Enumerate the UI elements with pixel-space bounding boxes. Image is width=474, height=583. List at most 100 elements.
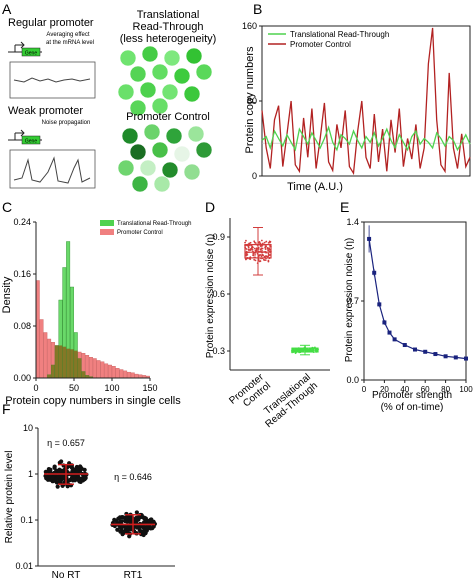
d-jitter-point <box>261 249 263 252</box>
d-jitter-point <box>258 240 261 243</box>
panel-e-noise-curve: Protein expression noise (η) Promoter st… <box>344 217 473 413</box>
promoter-arrow-head-2 <box>15 129 25 137</box>
pc-cell <box>161 161 179 179</box>
panel-label-d: D <box>205 199 215 215</box>
f-y-tick-label: 0.01 <box>15 561 33 571</box>
d-jitter-point <box>255 249 258 252</box>
rt-cell <box>195 63 213 81</box>
b-legend-label: Promoter Control <box>290 40 351 49</box>
regular-promoter-title: Regular promoter <box>8 17 94 29</box>
c-bar-promoter-control <box>47 338 52 379</box>
d-jitter-point <box>254 253 256 256</box>
f-data-point <box>120 524 125 529</box>
f-data-point <box>52 465 57 470</box>
f-y-tick-label: 1 <box>28 469 33 479</box>
b-x-axis-label: Time (A.U.) <box>287 181 343 193</box>
d-jitter-point <box>264 259 267 262</box>
f-data-point <box>134 515 139 520</box>
b-series-line <box>261 27 471 176</box>
rt-title-3: (less heterogeneity) <box>120 33 217 45</box>
d-jitter-point <box>247 245 250 248</box>
c-bar-promoter-control <box>126 371 131 379</box>
c-x-tick-label: 0 <box>33 383 38 393</box>
f-data-point <box>56 474 61 479</box>
d-jitter-point <box>259 244 262 247</box>
panel-b-time-series: Protein copy numbers Time (A.U.) 080160 … <box>242 21 471 193</box>
e-data-point <box>382 320 387 325</box>
c-bar-promoter-control <box>119 369 124 379</box>
d-jitter-point <box>253 247 256 250</box>
f-data-point <box>121 515 126 520</box>
f-data-point <box>115 527 120 532</box>
rt-cell <box>161 83 179 101</box>
f-data-point <box>149 517 154 522</box>
c-bar-overlap <box>58 345 63 378</box>
c-bar-promoter-control <box>111 366 116 379</box>
c-x-tick-label: 150 <box>142 383 157 393</box>
d-jitter-point <box>263 259 266 262</box>
pc-cell <box>139 159 157 177</box>
e-data-point <box>443 354 448 359</box>
pc-cell <box>143 123 161 141</box>
f-x-tick-label: No RT <box>52 570 81 578</box>
c-x-axis-label: Protein copy numbers in single cells <box>5 395 181 407</box>
c-legend: Translational Read-Through Promoter Contr… <box>100 220 191 236</box>
f-data-point <box>118 529 123 534</box>
d-jitter-point <box>294 352 297 355</box>
f-data-point <box>57 460 62 465</box>
d-jitter-point <box>267 259 270 262</box>
e-x-tick-label: 100 <box>459 385 473 394</box>
b-series-line <box>261 125 471 152</box>
gene-label-1: Gene <box>25 51 37 57</box>
c-bar-overlap <box>55 345 59 378</box>
f-data-point <box>142 515 147 520</box>
b-y-tick-label: 0 <box>252 171 257 181</box>
c-bar-overlap <box>70 349 74 378</box>
f-data-point <box>72 474 77 479</box>
regular-trace <box>13 77 91 83</box>
pc-cell <box>195 141 213 159</box>
f-y-tick-label: 10 <box>23 423 33 433</box>
f-data-point <box>65 484 70 489</box>
e-y-axis-label: Protein expression noise (η) <box>344 238 355 363</box>
d-jitter-point <box>264 246 267 249</box>
d-jitter-point <box>260 239 263 242</box>
c-bar-promoter-control <box>123 370 128 379</box>
gene-box-1 <box>21 47 41 57</box>
f-annotation-rt1: η = 0.646 <box>114 472 152 482</box>
panel-label-a: A <box>2 1 12 17</box>
rt-cell <box>129 99 147 117</box>
d-jitter-point <box>252 254 255 257</box>
panel-label-f: F <box>2 401 11 417</box>
b-y-axis-label: Protein copy numbers <box>244 46 256 153</box>
pc-cell <box>151 141 169 159</box>
c-bar-promoter-control <box>107 364 112 379</box>
e-x-tick-label: 20 <box>380 385 389 394</box>
f-data-point <box>58 478 63 483</box>
c-bar-promoter-control <box>43 332 48 379</box>
e-x-axis-label-2: (% of on-time) <box>381 402 444 413</box>
regular-trace-box <box>9 61 96 99</box>
d-jitter-point <box>244 241 246 244</box>
pc-cell <box>117 159 135 177</box>
promoter-arrow-head-1 <box>15 41 25 49</box>
c-bar-promoter-control <box>39 319 44 379</box>
d-jitter-point <box>268 247 271 250</box>
d-jitter-point <box>259 253 261 256</box>
e-data-point <box>464 356 468 361</box>
c-bar-overlap <box>85 375 89 378</box>
e-data-point <box>367 236 372 241</box>
f-data-point <box>139 524 145 529</box>
c-bar-overlap <box>51 365 55 378</box>
panel-f-scatter: Relative protein level η = 0.657 η = 0.6… <box>4 423 175 581</box>
f-y-tick-label: 0.1 <box>20 515 33 525</box>
e-y-tick-label: 0.7 <box>346 296 359 306</box>
e-x-tick-label: 80 <box>441 385 450 394</box>
f-x-tick-label: RT1 <box>124 570 143 578</box>
f-y-axis-label: Relative protein level <box>4 451 15 544</box>
c-y-tick-label: 0.00 <box>13 373 31 383</box>
rt-cell <box>129 65 147 83</box>
d-jitter-point <box>254 259 257 262</box>
c-bar-promoter-control <box>100 361 105 379</box>
gene-label-2: Gene <box>25 139 37 145</box>
